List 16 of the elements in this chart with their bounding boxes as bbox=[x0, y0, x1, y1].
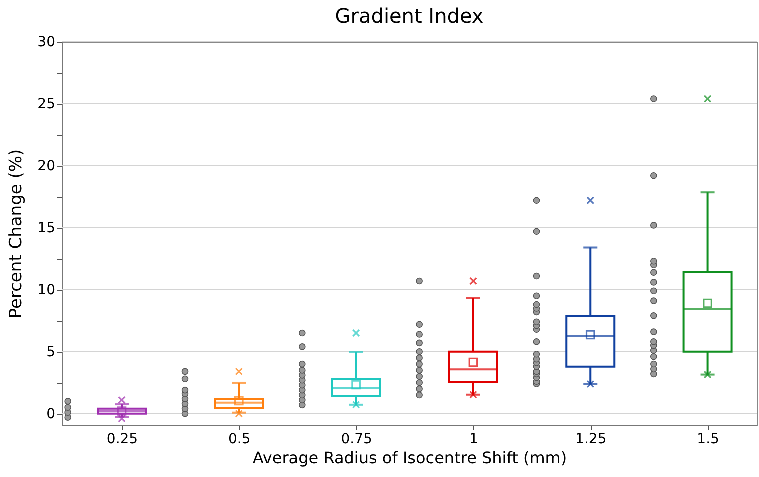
y-tick-label: 30 bbox=[38, 34, 56, 50]
x-tick-label: 0.75 bbox=[341, 432, 372, 448]
x-tick-label: 0.5 bbox=[228, 432, 251, 448]
x-tick-label: 1.5 bbox=[697, 432, 720, 448]
x-axis-title: Average Radius of Isocentre Shift (mm) bbox=[252, 448, 568, 468]
y-tick-label: 15 bbox=[38, 220, 56, 236]
x-tick-label: 1.25 bbox=[576, 432, 607, 448]
y-axis-title: Percent Change (%) bbox=[6, 149, 27, 319]
y-tick-label: 20 bbox=[38, 158, 56, 174]
y-tick-label: 5 bbox=[46, 344, 56, 360]
y-tick-label: 0 bbox=[46, 406, 56, 422]
y-tick-label: 25 bbox=[38, 96, 56, 112]
x-tick-label: 0.25 bbox=[106, 432, 138, 448]
chart-title: Gradient Index bbox=[335, 4, 484, 28]
y-tick-label: 10 bbox=[38, 282, 56, 298]
x-tick-label: 1 bbox=[470, 432, 478, 448]
